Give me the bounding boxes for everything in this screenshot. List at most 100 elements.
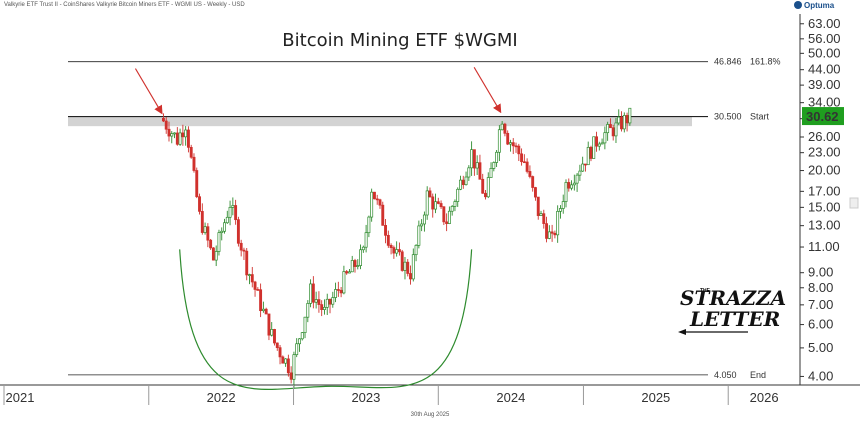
candle-body: [481, 178, 485, 194]
candle-body: [245, 250, 249, 276]
candle-body: [211, 247, 215, 261]
candle-body: [625, 115, 629, 124]
candle-body: [553, 232, 557, 236]
candle-body: [570, 184, 574, 189]
optuma-label: Optuma: [804, 1, 835, 10]
candle-body: [611, 127, 615, 137]
candle-body: [186, 129, 190, 148]
optuma-brand: Optuma: [794, 1, 835, 10]
candle-body: [259, 289, 263, 312]
x-tick-label: 2021: [6, 390, 35, 405]
candle-body: [281, 356, 285, 364]
level-value: 4.050: [714, 370, 737, 380]
svg-text:STRAZZA: STRAZZA: [680, 286, 786, 310]
candle-body: [323, 306, 326, 310]
candle-body: [442, 206, 446, 223]
candle-body: [589, 146, 593, 159]
candle-body: [378, 199, 382, 206]
candle-body: [328, 298, 332, 305]
candle-body: [478, 162, 482, 180]
candle-body: [447, 210, 451, 224]
candle-body: [214, 251, 218, 261]
candle-body: [422, 214, 426, 225]
candle-body: [184, 129, 188, 138]
candle-body: [539, 213, 543, 216]
candle-body: [547, 231, 551, 239]
candle-body: [620, 116, 623, 130]
cup-arc: [179, 249, 473, 390]
candle-body: [181, 132, 185, 138]
candle-body: [339, 289, 343, 294]
candle-body: [200, 211, 204, 233]
candle-body: [431, 196, 435, 210]
candle-body: [534, 187, 537, 198]
candle-body: [325, 298, 329, 308]
candle-body: [492, 162, 496, 169]
candle-body: [517, 145, 521, 155]
candle-body: [486, 177, 490, 198]
candle-body: [542, 213, 546, 224]
candle-body: [456, 188, 460, 202]
candle-body: [389, 245, 393, 248]
candle-body: [392, 247, 396, 254]
candle-body: [286, 358, 290, 374]
candle-body: [575, 174, 579, 184]
candle-body: [581, 163, 585, 172]
y-tick-label: 34.00: [808, 95, 841, 110]
candle-body: [558, 208, 562, 212]
candle-body: [375, 198, 379, 201]
candle-body: [295, 343, 299, 356]
candle-body: [406, 261, 410, 274]
candle-body: [467, 167, 471, 178]
candle-body: [414, 244, 418, 256]
candle-body: [503, 123, 507, 134]
candle-body: [170, 133, 174, 137]
date-footer: 30th Aug 2025: [411, 412, 450, 418]
level-value: 46.846: [714, 57, 742, 67]
y-tick-label: 4.00: [808, 368, 833, 383]
source-line: Valkyrie ETF Trust II - CoinShares Valky…: [4, 2, 245, 8]
annotations: [134, 67, 502, 390]
y-tick-label: 5.00: [808, 340, 833, 355]
y-tick-label: 39.00: [808, 77, 841, 92]
candle-body: [550, 231, 554, 234]
candle-body: [450, 206, 454, 212]
candle-body: [317, 299, 321, 305]
level-value: 30.500: [714, 112, 742, 122]
last-price-badge: [802, 107, 844, 126]
y-tick-label: 20.00: [808, 163, 841, 178]
candle-body: [397, 249, 401, 253]
candle-body: [509, 142, 512, 145]
candle-body: [603, 132, 607, 144]
strazza-letter-logo: THE STRAZZA LETTER: [678, 286, 786, 335]
candle-body: [489, 168, 493, 178]
candle-body: [292, 354, 296, 380]
candle-body: [231, 205, 235, 208]
y-tick-label: 26.00: [808, 129, 841, 144]
candle-body: [597, 143, 601, 147]
candle-body: [320, 304, 324, 310]
candle-body: [347, 271, 351, 274]
red-arrow-icon: [473, 67, 502, 114]
candle-body: [497, 129, 501, 153]
candle-body: [173, 132, 176, 135]
candle-body: [614, 122, 618, 137]
candle-body: [178, 132, 182, 145]
svg-text:THE: THE: [700, 288, 711, 294]
candle-body: [600, 142, 604, 145]
candle-body: [470, 149, 474, 169]
y-tick-label: 6.00: [808, 317, 833, 332]
candle-body: [528, 171, 532, 177]
last-price-label: 30.62: [806, 109, 839, 124]
candle-body: [267, 313, 271, 336]
level-tag: Start: [750, 112, 770, 122]
candle-body: [198, 196, 201, 212]
level-tag: 161.8%: [750, 57, 781, 67]
candle-body: [472, 149, 476, 169]
candle-body: [622, 115, 626, 130]
candle-body: [278, 347, 282, 358]
candle-body: [345, 271, 349, 274]
candle-body: [273, 329, 276, 344]
candle-body: [250, 274, 254, 283]
candle-body: [439, 203, 443, 208]
